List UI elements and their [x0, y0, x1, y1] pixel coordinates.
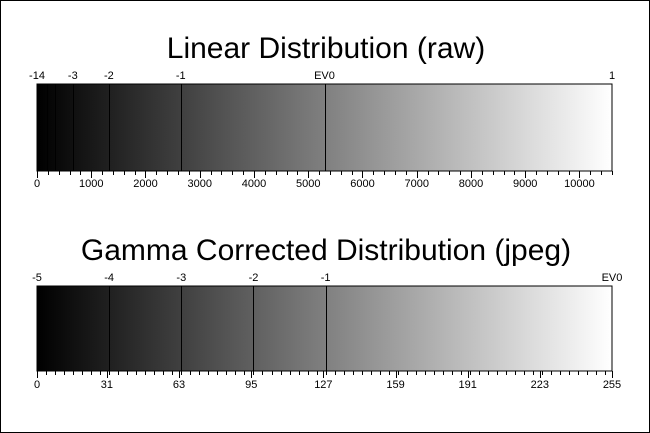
ev-label: EV0: [602, 272, 623, 284]
gamma-stop-lines: [109, 286, 327, 371]
axis-tick-label: 255: [603, 379, 621, 391]
axis-tick-label: 10000: [564, 178, 595, 190]
axis-tick-label: 8000: [459, 178, 483, 190]
linear-stop-lines: [47, 84, 326, 171]
ev-label: -3: [176, 272, 186, 284]
axis-tick-label: 31: [101, 379, 113, 391]
axis-tick-label: 6000: [350, 178, 374, 190]
axis-tick-label: 0: [34, 178, 40, 190]
linear-ev-labels: -14 -3 -2 -1 EV0 1: [29, 70, 615, 82]
ev-label: -3: [68, 70, 78, 82]
axis-tick-label: 191: [459, 379, 477, 391]
axis-tick-label: 223: [531, 379, 549, 391]
gamma-axis: 0 31 63 95 127 159 191 223 255: [34, 371, 621, 391]
ev-label: -4: [104, 272, 114, 284]
linear-title: Linear Distribution (raw): [167, 32, 485, 65]
axis-tick-label: 5000: [296, 178, 320, 190]
gamma-panel: Gamma Corrected Distribution (jpeg) -5 -4…: [32, 234, 622, 391]
linear-axis: 0 1000 2000 3000 4000 5000 6000 7000 8000 9000 100…: [34, 171, 613, 190]
gamma-ev-labels: -5 -4 -3 -2 -1 EV0: [32, 272, 622, 284]
axis-tick-label: 7000: [404, 178, 428, 190]
ev-label: 1: [609, 70, 615, 82]
ev-label: -5: [32, 272, 42, 284]
axis-tick-label: 4000: [242, 178, 266, 190]
axis-tick-label: 63: [173, 379, 185, 391]
ev-label: -2: [249, 272, 259, 284]
gamma-title: Gamma Corrected Distribution (jpeg): [81, 234, 571, 267]
ev-label: -2: [104, 70, 114, 82]
ev-label: -1: [321, 272, 331, 284]
ev-label: EV0: [314, 70, 335, 82]
linear-gradient-bar: [36, 83, 613, 172]
axis-tick-label: 95: [245, 379, 257, 391]
axis-tick-label: 2000: [133, 178, 157, 190]
linear-panel: Linear Distribution (raw) -14 -3 -2 -1 EV0 1 …: [29, 32, 615, 190]
axis-tick-label: 127: [314, 379, 332, 391]
axis-tick-label: 3000: [187, 178, 211, 190]
axis-tick-label: 9000: [513, 178, 537, 190]
axis-tick-label: 1000: [79, 178, 103, 190]
axis-tick-label: 0: [34, 379, 40, 391]
ev-label: -14: [29, 70, 45, 82]
gamma-gradient-bar: [36, 285, 613, 372]
axis-tick-label: 159: [386, 379, 404, 391]
ev-label: -1: [176, 70, 186, 82]
